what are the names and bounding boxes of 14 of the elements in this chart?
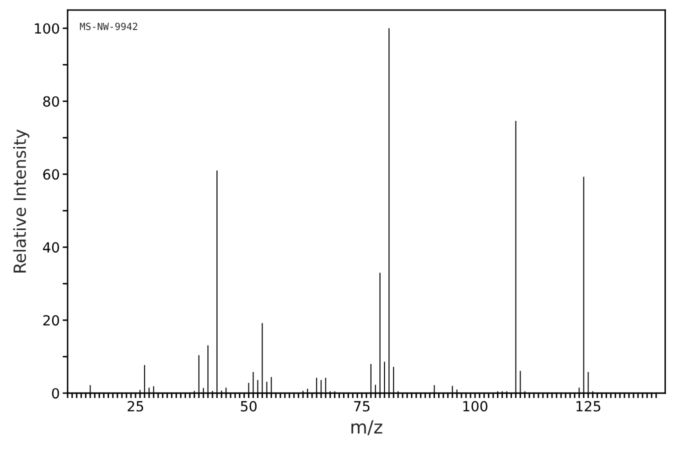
annotation: MS-NW-9942 [80, 22, 138, 30]
x-tick-label: 25 [128, 401, 144, 412]
y-tick-label: 0 [52, 388, 60, 399]
y-tick-label: 20 [43, 315, 60, 326]
y-tick-label: 40 [42, 242, 60, 253]
y-tick-label: 60 [43, 169, 60, 180]
x-tick-label: 125 [576, 401, 600, 412]
x-tick-label: 75 [354, 401, 370, 412]
x-axis-title: m/z [351, 420, 382, 436]
y-tick-label: 80 [43, 96, 60, 107]
x-tick-label: 100 [463, 401, 488, 412]
x-tick-label: 50 [240, 401, 257, 412]
y-axis-title: Relative Intensity [13, 130, 30, 272]
y-tick-label: 100 [34, 23, 60, 34]
